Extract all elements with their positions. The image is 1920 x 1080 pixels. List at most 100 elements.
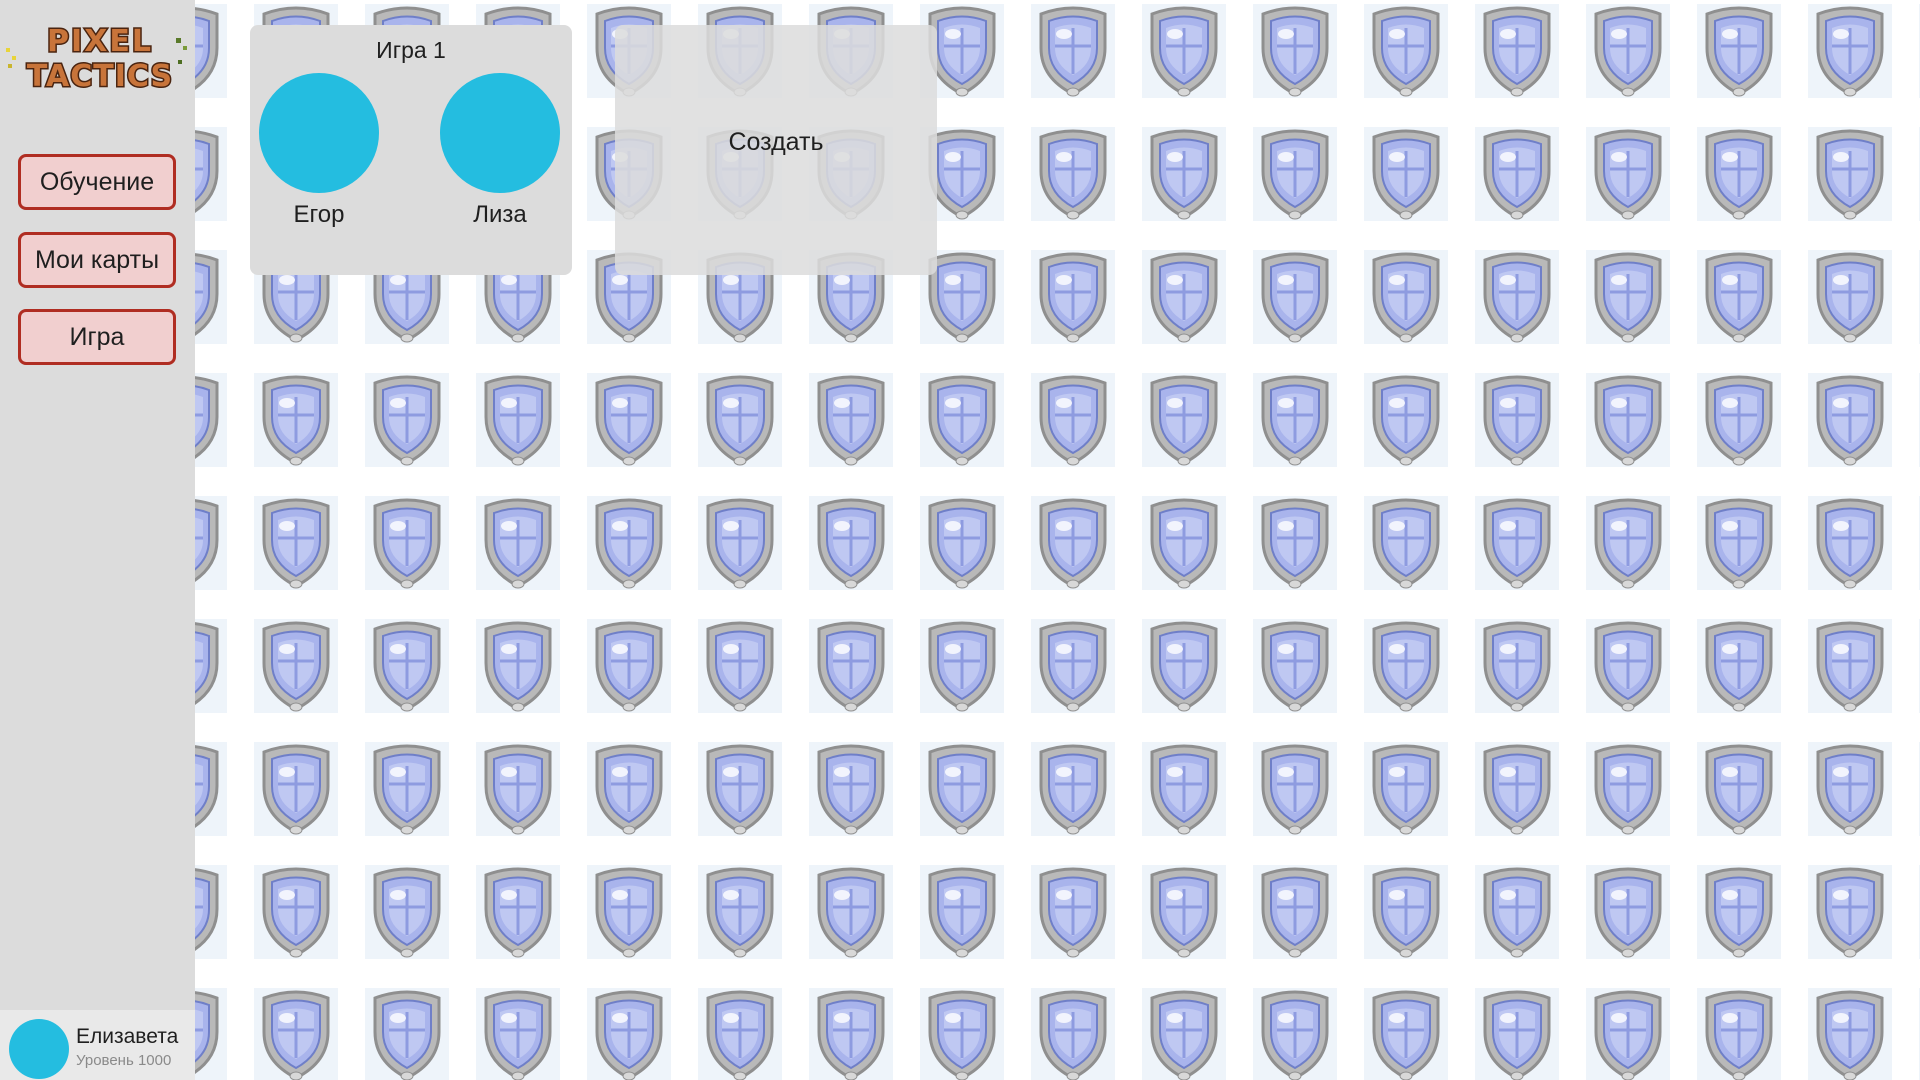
shield-icon: [1905, 492, 1920, 615]
shield-icon: [195, 246, 240, 369]
shield-icon: [573, 738, 684, 861]
shield-icon: [1128, 369, 1239, 492]
shield-icon: [1572, 984, 1683, 1080]
shield-icon: [1905, 984, 1920, 1080]
shield-icon: [1128, 0, 1239, 123]
shield-icon: [1350, 984, 1461, 1080]
shield-icon: [1683, 984, 1794, 1080]
player-name: Лиза: [473, 201, 527, 228]
shield-icon: [1461, 615, 1572, 738]
shield-icon: [1572, 615, 1683, 738]
shield-icon: [795, 984, 906, 1080]
shield-icon: [195, 0, 240, 123]
shield-icon: [684, 738, 795, 861]
shield-icon: [573, 861, 684, 984]
shield-icon: [1128, 123, 1239, 246]
shield-icon: [240, 369, 351, 492]
game-card[interactable]: Игра 1 Егор Лиза: [250, 25, 572, 275]
shield-icon: [1239, 123, 1350, 246]
game-title: Игра 1: [376, 37, 446, 63]
shield-icon: [195, 984, 240, 1080]
shield-icon: [1017, 369, 1128, 492]
sidebar-item-game[interactable]: Игра: [18, 309, 176, 365]
shield-icon: [240, 984, 351, 1080]
shield-icon: [195, 738, 240, 861]
shield-icon: [1794, 861, 1905, 984]
shield-icon: [795, 738, 906, 861]
shield-icon: [195, 861, 240, 984]
shield-icon: [1905, 615, 1920, 738]
shield-icon: [684, 369, 795, 492]
shield-icon: [906, 369, 1017, 492]
shield-icon: [1905, 123, 1920, 246]
shield-icon: [1461, 738, 1572, 861]
shield-icon: [1683, 738, 1794, 861]
shield-icon: [1350, 615, 1461, 738]
shield-icon: [1572, 0, 1683, 123]
shield-icon: [684, 615, 795, 738]
create-label: Создать: [728, 128, 824, 156]
shield-icon: [906, 738, 1017, 861]
shield-icon: [195, 123, 240, 246]
shield-icon: [1017, 0, 1128, 123]
shield-icon: [195, 492, 240, 615]
shield-icon: [795, 615, 906, 738]
shield-icon: [1572, 369, 1683, 492]
shield-icon: [462, 861, 573, 984]
shield-icon: [1794, 984, 1905, 1080]
shield-icon: [462, 492, 573, 615]
shield-icon: [906, 615, 1017, 738]
shield-icon: [240, 492, 351, 615]
shield-icon: [573, 984, 684, 1080]
shield-icon: [1461, 123, 1572, 246]
shield-icon: [1239, 738, 1350, 861]
shield-icon: [1017, 615, 1128, 738]
shield-icon: [1683, 861, 1794, 984]
sidebar-item-tutorial[interactable]: Обучение: [18, 154, 176, 210]
shield-icon: [462, 369, 573, 492]
shield-icon: [1683, 492, 1794, 615]
sidebar-item-my-cards[interactable]: Мои карты: [18, 232, 176, 288]
shield-icon: [684, 984, 795, 1080]
shield-icon: [240, 861, 351, 984]
shield-icon: [1350, 861, 1461, 984]
shield-icon: [195, 369, 240, 492]
shield-icon: [462, 615, 573, 738]
shield-icon: [351, 984, 462, 1080]
shield-icon: [1350, 123, 1461, 246]
shield-icon: [573, 246, 684, 369]
shield-icon: [906, 861, 1017, 984]
shield-icon: [1794, 492, 1905, 615]
shield-icon: [1239, 615, 1350, 738]
shield-icon: [1461, 369, 1572, 492]
user-name: Елизавета: [76, 1025, 179, 1048]
user-profile[interactable]: Елизавета Уровень 1000: [0, 1010, 195, 1080]
shield-icon: [1128, 492, 1239, 615]
shield-icon: [1239, 0, 1350, 123]
shield-icon: [1017, 861, 1128, 984]
shield-icon: [1350, 492, 1461, 615]
shield-icon: [351, 738, 462, 861]
shield-icon: [462, 984, 573, 1080]
create-game-button[interactable]: Создать: [615, 25, 937, 275]
shield-icon: [1128, 246, 1239, 369]
player-avatar: [259, 73, 379, 193]
shield-icon: [906, 246, 1017, 369]
shield-icon: [1017, 492, 1128, 615]
shield-icon: [1128, 738, 1239, 861]
sidebar-item-label: Мои карты: [34, 245, 160, 274]
shield-icon: [1017, 984, 1128, 1080]
sidebar-item-label: Обучение: [39, 167, 155, 196]
shield-icon: [1461, 246, 1572, 369]
shield-icon: [906, 492, 1017, 615]
shield-icon: [684, 492, 795, 615]
shield-icon: [795, 492, 906, 615]
shield-icon: [1128, 984, 1239, 1080]
shield-icon: [1572, 246, 1683, 369]
shield-icon: [1794, 0, 1905, 123]
shield-icon: [684, 861, 795, 984]
shield-icon: [351, 369, 462, 492]
sidebar-item-label: Игра: [69, 322, 125, 351]
shield-icon: [1905, 738, 1920, 861]
shield-background: [195, 0, 1920, 1080]
